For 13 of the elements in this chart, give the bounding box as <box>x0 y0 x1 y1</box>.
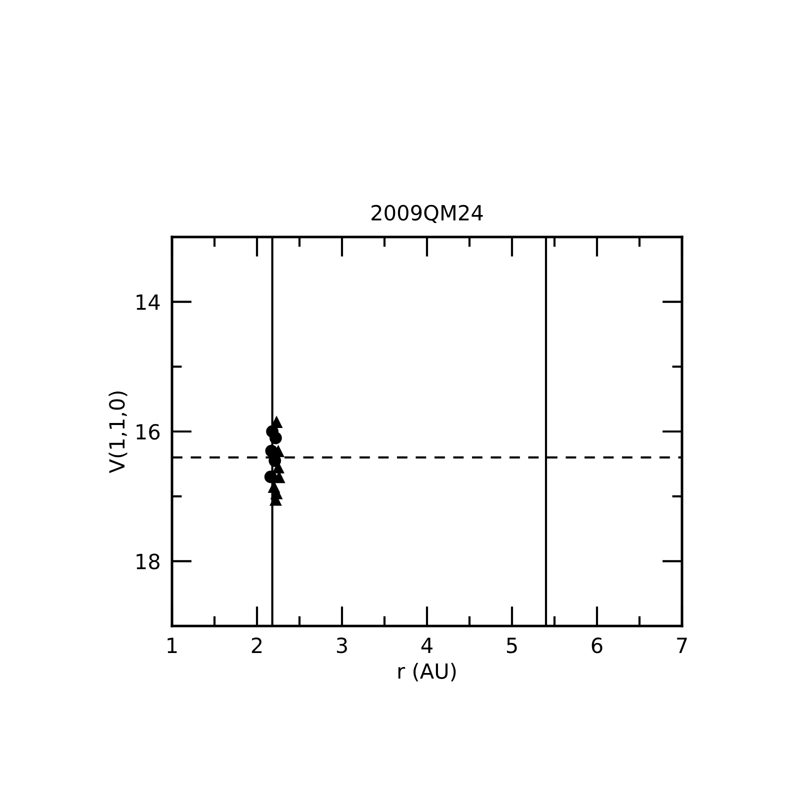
y-tick-label: 18 <box>136 554 160 570</box>
chart-title: 2009QM24 <box>372 204 483 224</box>
x-tick-label: 6 <box>592 637 602 654</box>
x-tick-label: 3 <box>336 637 347 654</box>
y-tick-label: 16 <box>136 424 160 440</box>
x-tick-label: 5 <box>506 638 517 654</box>
x-tick-label: 4 <box>421 638 432 653</box>
x-tick-label: 2 <box>252 637 262 653</box>
x-tick-label: 1 <box>168 638 177 653</box>
y-axis-title: V(1,1,0) <box>108 392 128 474</box>
x-axis-title: r (AU) <box>398 662 456 682</box>
x-tick-label: 7 <box>677 638 687 653</box>
y-tick-label: 14 <box>136 294 160 310</box>
